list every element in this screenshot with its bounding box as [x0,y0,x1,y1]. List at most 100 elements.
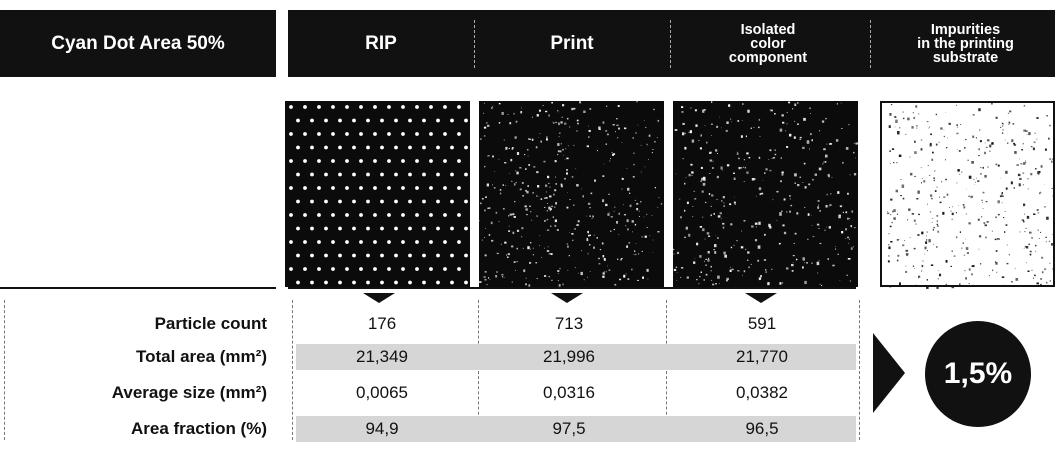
particle [984,224,987,227]
particle [1011,281,1013,283]
particle [1046,216,1049,220]
particle [717,237,719,239]
particle [536,114,539,117]
halftone-dot [289,213,293,217]
particle [893,209,896,213]
particle [498,221,500,223]
halftone-dot [289,159,293,163]
particle [973,178,975,180]
particle [978,108,981,112]
particle [781,210,783,212]
halftone-dot [443,240,447,244]
particle [684,236,686,239]
particle [581,188,583,190]
particle [889,113,892,116]
particle [972,135,975,138]
halftone-dot [359,159,363,163]
particle [532,247,534,249]
particle [566,243,569,245]
particle [1040,283,1042,286]
particle [959,231,961,233]
particle [721,127,722,129]
particle [528,164,531,166]
particle [799,138,801,140]
particle [686,201,689,204]
particle [742,274,743,276]
particle [681,106,684,108]
particle [889,150,891,152]
halftone-dot [296,172,300,177]
halftone-dot [464,172,468,177]
particle [1052,146,1054,148]
halftone-dot [408,118,412,123]
value-cell: 94,9 [365,419,399,438]
particle [921,264,924,268]
halftone-dot [415,186,419,190]
particle [946,193,949,196]
particle [1027,188,1029,190]
particle [577,220,580,223]
halftone-dot [450,145,454,150]
particle [891,148,895,150]
particle [910,172,913,176]
halftone-dot [450,226,454,231]
particle [676,251,680,255]
particle [939,201,942,204]
particle [1025,227,1027,229]
particle [612,153,614,156]
particle [936,223,938,225]
halftone-dot [331,132,335,136]
particle [573,144,575,146]
particle [918,113,920,115]
halftone-dot [415,267,419,271]
value-cell: 21,770 [736,347,788,366]
halftone-dot [317,240,321,244]
particle [1025,160,1026,162]
particle [549,209,552,212]
particle [925,241,928,244]
particle [920,148,923,151]
particle [703,109,706,111]
particle [799,176,801,178]
particle [971,273,973,276]
particle [848,238,850,240]
particle [965,213,967,215]
particle [1024,231,1026,233]
particle [505,185,507,186]
halftone-dot [338,280,342,285]
particle [945,178,947,181]
particle [816,261,820,266]
particle [513,216,516,218]
particle [710,265,712,268]
particle [535,262,538,264]
halftone-dot [401,159,405,163]
particle [1029,231,1032,234]
particle [922,260,924,262]
particle [610,230,612,232]
particle [959,283,961,285]
particle [804,207,806,208]
particle [986,221,989,223]
particle [720,166,723,170]
particle [987,139,990,142]
particle [557,143,560,146]
particle [647,144,648,146]
particle [829,143,833,145]
particle [682,132,685,136]
particle [499,192,502,195]
particle [559,267,561,270]
particle [818,227,820,229]
particle [616,221,618,224]
particle [684,146,687,150]
particle [805,262,807,264]
particle [1040,165,1043,168]
particle [832,264,835,267]
particle [680,276,682,278]
halftone-dot [289,186,293,190]
particle [960,124,962,125]
value-cell: 713 [554,314,584,333]
column-header-isolated: Isolated color component [728,21,808,66]
halftone-dot [359,105,363,109]
halftone-dot [436,253,440,258]
particle [980,167,982,169]
